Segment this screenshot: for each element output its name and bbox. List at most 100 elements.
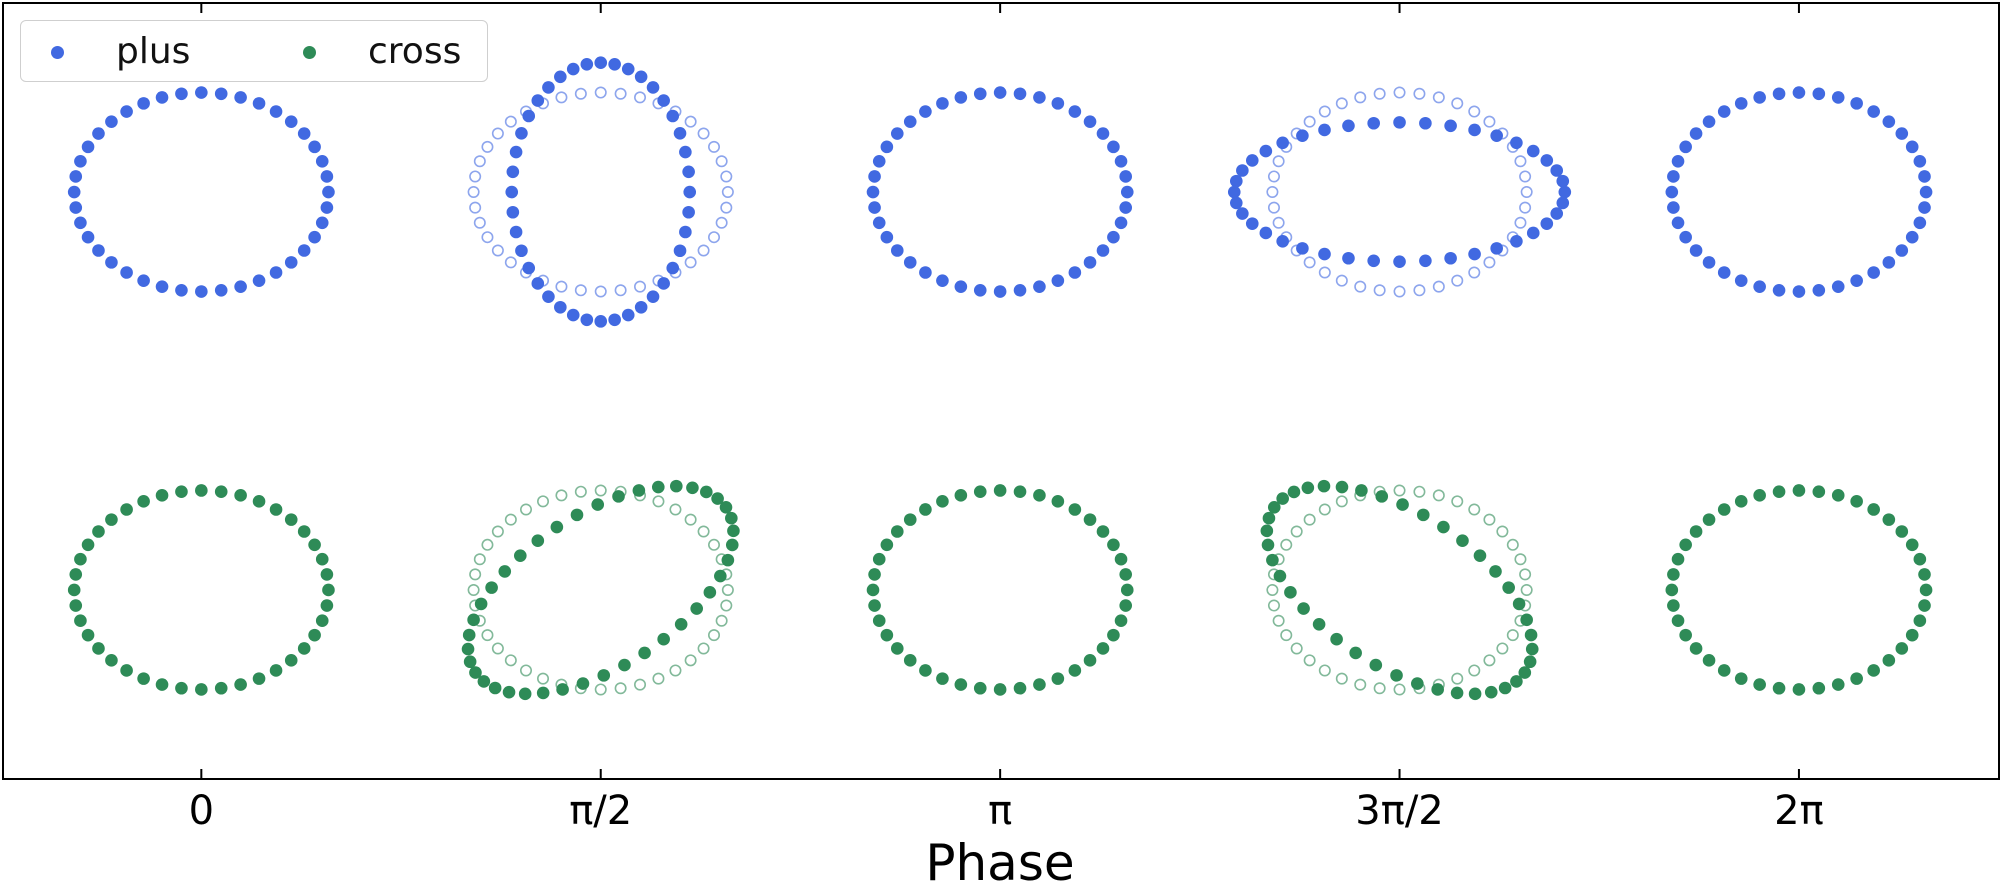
reference-point (684, 115, 697, 128)
test-particle-point (195, 86, 208, 99)
x-tick-label: 3π/2 (1355, 788, 1443, 834)
test-particle-point (1484, 685, 1498, 699)
test-particle-point (1114, 552, 1128, 566)
reference-point (669, 503, 682, 516)
reference-point (491, 642, 504, 655)
reference-point (1303, 115, 1316, 128)
test-particle-point (1679, 628, 1692, 642)
test-particle-point (646, 81, 660, 94)
test-particle-point (866, 185, 880, 199)
test-particle-point (679, 145, 692, 159)
test-particle-point (1119, 568, 1133, 581)
test-particle-point (657, 632, 670, 646)
test-particle-point (1393, 255, 1406, 268)
test-particle-point (322, 583, 335, 597)
test-particle-point (594, 56, 608, 69)
test-particle-point (880, 140, 894, 154)
reference-point (1272, 614, 1285, 627)
reference-point (1413, 87, 1426, 100)
test-particle-point (580, 57, 594, 71)
test-particle-point (1342, 119, 1355, 133)
test-particle-point (269, 664, 283, 677)
test-particle-point (666, 261, 680, 275)
test-particle-point (1318, 123, 1331, 137)
test-particle-point (155, 280, 169, 293)
reference-point (720, 201, 733, 214)
test-particle-point (467, 613, 480, 627)
test-particle-point (1918, 170, 1931, 183)
test-particle-point (252, 274, 266, 287)
test-particle-point (1867, 664, 1880, 677)
test-particle-point (621, 308, 635, 322)
test-particle-point (252, 97, 266, 110)
test-particle-point (506, 205, 520, 219)
reference-point (594, 484, 607, 497)
test-particle-point (1013, 283, 1027, 297)
test-particle-point (1850, 274, 1863, 287)
test-particle-point (1120, 583, 1134, 597)
reference-point (1335, 495, 1348, 508)
reference-point (1272, 155, 1285, 168)
reference-point (1303, 513, 1316, 526)
test-particle-point (67, 583, 81, 597)
test-particle-point (1753, 280, 1766, 293)
test-particle-point (1051, 274, 1065, 287)
test-particle-point (1665, 583, 1679, 597)
test-particle-point (936, 495, 949, 508)
test-particle-point (1369, 658, 1383, 672)
test-particle-point (1831, 280, 1845, 293)
test-particle-point (1330, 632, 1343, 646)
test-particle-point (872, 154, 886, 168)
test-particle-point (1734, 495, 1748, 508)
test-particle-point (518, 687, 532, 701)
test-particle-point (1393, 116, 1406, 129)
test-particle-point (1918, 201, 1931, 214)
test-particle-point (536, 686, 550, 700)
reference-point (1267, 170, 1280, 183)
test-particle-point (1419, 116, 1432, 130)
test-particle-point (1068, 503, 1082, 516)
test-particle-point (903, 256, 917, 269)
test-particle-point (1473, 549, 1487, 562)
test-particle-point (686, 481, 699, 495)
test-particle-point (682, 205, 695, 219)
test-particle-point (1905, 628, 1919, 642)
test-particle-point (81, 538, 95, 552)
test-particle-point (866, 583, 880, 597)
reference-point (1496, 525, 1509, 538)
test-particle-point (531, 534, 545, 548)
test-particle-point (1831, 91, 1845, 104)
test-particle-point (1068, 664, 1082, 677)
test-particle-point (566, 62, 580, 76)
reference-point (1280, 538, 1293, 551)
test-particle-point (690, 602, 703, 615)
test-particle-point (608, 313, 621, 327)
reference-point (652, 495, 665, 508)
test-particle-point (903, 513, 917, 526)
reference-point (1519, 568, 1532, 581)
test-particle-point (513, 549, 527, 562)
test-particle-point (1518, 666, 1532, 679)
reference-point (614, 284, 627, 297)
reference-point (520, 664, 533, 677)
test-particle-point (1266, 553, 1279, 567)
reference-point (697, 127, 710, 140)
test-particle-point (120, 503, 133, 516)
test-particle-point (1489, 565, 1502, 578)
test-particle-point (591, 498, 605, 511)
test-particle-point (1033, 280, 1046, 293)
test-particle-point (1396, 498, 1409, 511)
reference-point (1483, 513, 1496, 526)
reference-point (715, 614, 728, 627)
test-particle-point (1068, 266, 1082, 279)
test-particle-point (711, 492, 724, 505)
reference-point (720, 170, 733, 183)
test-particle-point (1882, 513, 1896, 526)
test-particle-point (556, 683, 569, 696)
test-particle-point (67, 185, 81, 199)
reference-point (1335, 274, 1348, 287)
test-particle-point (69, 568, 83, 581)
test-particle-point (506, 165, 520, 179)
reference-point (481, 140, 494, 153)
test-particle-point (1667, 201, 1680, 214)
